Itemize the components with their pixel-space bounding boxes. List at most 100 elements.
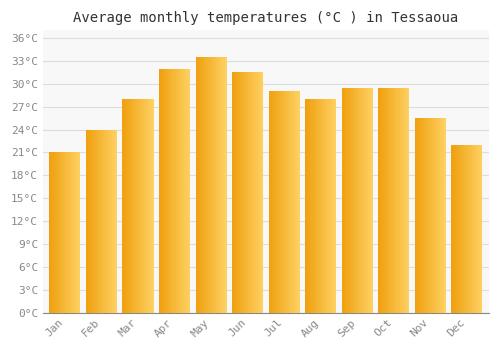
Bar bbox=[345, 88, 346, 313]
Bar bbox=[380, 88, 382, 313]
Bar bbox=[418, 118, 420, 313]
Bar bbox=[124, 99, 126, 313]
Bar bbox=[86, 130, 88, 313]
Bar bbox=[408, 88, 410, 313]
Bar bbox=[130, 99, 132, 313]
Bar bbox=[174, 69, 176, 313]
Bar bbox=[106, 130, 108, 313]
Bar bbox=[164, 69, 165, 313]
Bar bbox=[219, 57, 220, 313]
Bar bbox=[148, 99, 149, 313]
Bar bbox=[443, 118, 444, 313]
Bar bbox=[173, 69, 174, 313]
Bar bbox=[100, 130, 102, 313]
Bar bbox=[252, 72, 254, 313]
Bar bbox=[307, 99, 308, 313]
Bar bbox=[198, 57, 200, 313]
Bar bbox=[473, 145, 474, 313]
Bar bbox=[122, 99, 124, 313]
Bar bbox=[62, 153, 64, 313]
Bar bbox=[350, 88, 351, 313]
Bar bbox=[308, 99, 310, 313]
Bar bbox=[274, 91, 275, 313]
Bar bbox=[313, 99, 314, 313]
Bar bbox=[415, 118, 416, 313]
Bar bbox=[383, 88, 384, 313]
Bar bbox=[426, 118, 428, 313]
Bar bbox=[416, 118, 418, 313]
Bar bbox=[330, 99, 332, 313]
Bar bbox=[103, 130, 104, 313]
Bar bbox=[142, 99, 144, 313]
Bar bbox=[182, 69, 184, 313]
Bar bbox=[310, 99, 312, 313]
Bar bbox=[212, 57, 214, 313]
Bar bbox=[400, 88, 402, 313]
Bar bbox=[240, 72, 242, 313]
Bar bbox=[60, 153, 62, 313]
Bar bbox=[391, 88, 392, 313]
Bar bbox=[342, 88, 344, 313]
Bar bbox=[162, 69, 164, 313]
Bar bbox=[152, 99, 154, 313]
Bar bbox=[470, 145, 472, 313]
Bar bbox=[452, 145, 453, 313]
Bar bbox=[256, 72, 257, 313]
Bar bbox=[326, 99, 327, 313]
Bar bbox=[186, 69, 187, 313]
Bar bbox=[444, 118, 446, 313]
Bar bbox=[78, 153, 79, 313]
Bar bbox=[404, 88, 406, 313]
Bar bbox=[344, 88, 345, 313]
Bar bbox=[244, 72, 246, 313]
Bar bbox=[197, 57, 198, 313]
Bar bbox=[327, 99, 328, 313]
Bar bbox=[372, 88, 373, 313]
Bar bbox=[434, 118, 435, 313]
Bar bbox=[359, 88, 360, 313]
Bar bbox=[440, 118, 442, 313]
Bar bbox=[218, 57, 219, 313]
Bar bbox=[280, 91, 281, 313]
Bar bbox=[481, 145, 482, 313]
Bar bbox=[251, 72, 252, 313]
Bar bbox=[149, 99, 150, 313]
Bar bbox=[57, 153, 58, 313]
Bar bbox=[290, 91, 292, 313]
Bar bbox=[79, 153, 80, 313]
Bar bbox=[116, 130, 117, 313]
Bar bbox=[204, 57, 205, 313]
Bar bbox=[136, 99, 138, 313]
Bar bbox=[421, 118, 422, 313]
Bar bbox=[51, 153, 52, 313]
Bar bbox=[464, 145, 466, 313]
Bar bbox=[234, 72, 235, 313]
Bar bbox=[388, 88, 389, 313]
Bar bbox=[436, 118, 438, 313]
Bar bbox=[362, 88, 364, 313]
Bar bbox=[102, 130, 103, 313]
Bar bbox=[270, 91, 272, 313]
Bar bbox=[52, 153, 54, 313]
Bar bbox=[238, 72, 240, 313]
Bar bbox=[94, 130, 95, 313]
Bar bbox=[454, 145, 456, 313]
Bar bbox=[397, 88, 398, 313]
Bar bbox=[235, 72, 237, 313]
Bar bbox=[134, 99, 135, 313]
Bar bbox=[295, 91, 296, 313]
Bar bbox=[364, 88, 365, 313]
Bar bbox=[474, 145, 476, 313]
Bar bbox=[66, 153, 68, 313]
Bar bbox=[254, 72, 256, 313]
Bar bbox=[248, 72, 249, 313]
Bar bbox=[200, 57, 202, 313]
Bar bbox=[126, 99, 127, 313]
Bar bbox=[71, 153, 72, 313]
Bar bbox=[321, 99, 322, 313]
Bar bbox=[262, 72, 263, 313]
Bar bbox=[225, 57, 226, 313]
Bar bbox=[258, 72, 260, 313]
Bar bbox=[70, 153, 71, 313]
Bar bbox=[138, 99, 140, 313]
